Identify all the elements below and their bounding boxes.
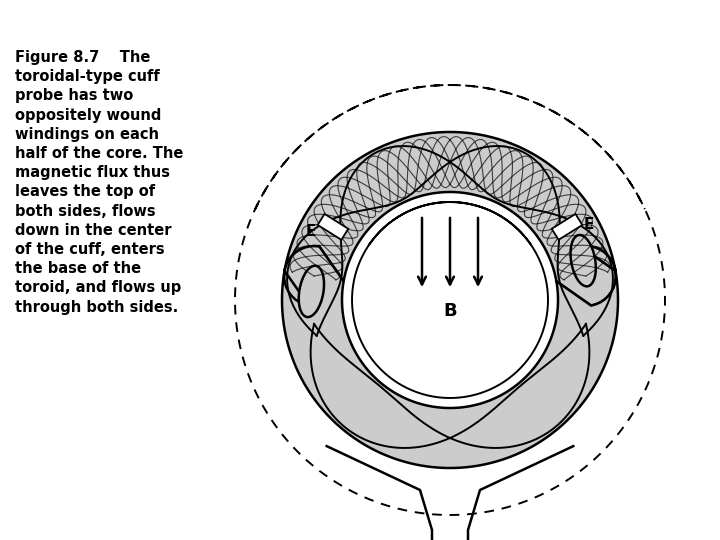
Text: E: E bbox=[584, 218, 594, 232]
Bar bbox=[552, 214, 582, 240]
Text: B: B bbox=[444, 302, 456, 320]
Text: E: E bbox=[306, 225, 316, 239]
Bar bbox=[318, 214, 348, 240]
Ellipse shape bbox=[570, 235, 596, 286]
Polygon shape bbox=[284, 132, 616, 306]
Ellipse shape bbox=[299, 266, 324, 317]
Polygon shape bbox=[282, 246, 618, 468]
Text: Electrode
leads: Electrode leads bbox=[0, 539, 1, 540]
Text: Figure 8.7    The
toroidal-type cuff
probe has two
oppositely wound
windings on : Figure 8.7 The toroidal-type cuff probe … bbox=[15, 50, 184, 315]
